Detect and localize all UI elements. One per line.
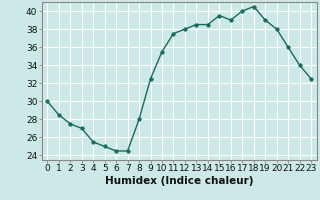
X-axis label: Humidex (Indice chaleur): Humidex (Indice chaleur) (105, 176, 253, 186)
